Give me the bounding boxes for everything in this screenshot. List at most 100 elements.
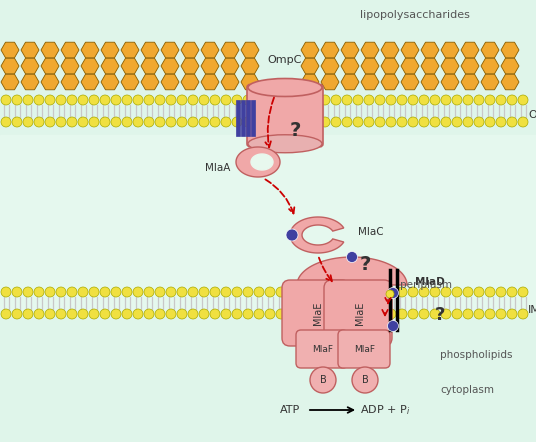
Circle shape (100, 287, 110, 297)
Circle shape (78, 309, 88, 319)
Circle shape (375, 95, 385, 105)
Circle shape (397, 95, 407, 105)
Circle shape (408, 117, 418, 127)
Bar (246, 100, 249, 136)
Circle shape (232, 117, 242, 127)
Circle shape (232, 309, 242, 319)
Circle shape (342, 309, 352, 319)
Ellipse shape (248, 79, 322, 96)
Circle shape (408, 309, 418, 319)
Circle shape (485, 117, 495, 127)
Circle shape (111, 95, 121, 105)
Circle shape (375, 309, 385, 319)
Circle shape (210, 309, 220, 319)
Circle shape (320, 309, 330, 319)
Text: ?: ? (289, 121, 301, 140)
Text: MlaE: MlaE (313, 301, 323, 325)
Circle shape (45, 287, 55, 297)
Circle shape (45, 117, 55, 127)
Circle shape (298, 117, 308, 127)
Text: ?: ? (359, 255, 371, 274)
Circle shape (386, 95, 396, 105)
Circle shape (199, 117, 209, 127)
Circle shape (408, 95, 418, 105)
Circle shape (375, 117, 385, 127)
Circle shape (485, 95, 495, 105)
Circle shape (133, 309, 143, 319)
Circle shape (254, 117, 264, 127)
Circle shape (56, 117, 66, 127)
Circle shape (353, 95, 363, 105)
Circle shape (12, 287, 22, 297)
Circle shape (122, 117, 132, 127)
Circle shape (397, 287, 407, 297)
Circle shape (210, 117, 220, 127)
Text: OM: OM (528, 110, 536, 120)
Circle shape (144, 95, 154, 105)
Circle shape (199, 287, 209, 297)
Circle shape (397, 117, 407, 127)
Circle shape (210, 95, 220, 105)
Circle shape (298, 287, 308, 297)
Circle shape (342, 287, 352, 297)
Circle shape (298, 95, 308, 105)
Circle shape (122, 95, 132, 105)
Circle shape (89, 95, 99, 105)
Circle shape (507, 117, 517, 127)
Circle shape (353, 117, 363, 127)
Circle shape (386, 287, 396, 297)
Text: MlaD: MlaD (415, 277, 445, 287)
Circle shape (78, 117, 88, 127)
Polygon shape (297, 257, 407, 285)
Circle shape (507, 309, 517, 319)
Circle shape (243, 95, 253, 105)
Circle shape (166, 95, 176, 105)
Circle shape (221, 95, 231, 105)
Circle shape (474, 117, 484, 127)
Circle shape (474, 309, 484, 319)
Circle shape (232, 287, 242, 297)
Circle shape (342, 117, 352, 127)
Circle shape (67, 287, 77, 297)
Circle shape (188, 309, 198, 319)
Circle shape (364, 287, 374, 297)
FancyBboxPatch shape (338, 330, 390, 368)
Circle shape (254, 287, 264, 297)
Text: MlaF: MlaF (354, 344, 376, 354)
Text: MlaA: MlaA (205, 163, 230, 173)
Circle shape (12, 309, 22, 319)
Circle shape (56, 95, 66, 105)
Circle shape (397, 309, 407, 319)
Circle shape (388, 320, 398, 332)
Circle shape (89, 117, 99, 127)
Circle shape (518, 309, 528, 319)
Circle shape (34, 287, 44, 297)
Circle shape (265, 287, 275, 297)
Circle shape (419, 95, 429, 105)
Circle shape (287, 117, 297, 127)
Circle shape (210, 287, 220, 297)
Circle shape (364, 95, 374, 105)
Circle shape (78, 287, 88, 297)
Circle shape (254, 95, 264, 105)
Circle shape (496, 95, 506, 105)
Circle shape (298, 309, 308, 319)
Circle shape (276, 95, 286, 105)
Text: B: B (362, 375, 368, 385)
Circle shape (243, 287, 253, 297)
Circle shape (430, 117, 440, 127)
Circle shape (386, 309, 396, 319)
Circle shape (485, 309, 495, 319)
Circle shape (188, 95, 198, 105)
Circle shape (309, 95, 319, 105)
Circle shape (452, 309, 462, 319)
Circle shape (232, 95, 242, 105)
Circle shape (408, 287, 418, 297)
Circle shape (309, 287, 319, 297)
Circle shape (67, 95, 77, 105)
Circle shape (155, 95, 165, 105)
Circle shape (177, 117, 187, 127)
Circle shape (310, 367, 336, 393)
Circle shape (221, 309, 231, 319)
Circle shape (342, 95, 352, 105)
